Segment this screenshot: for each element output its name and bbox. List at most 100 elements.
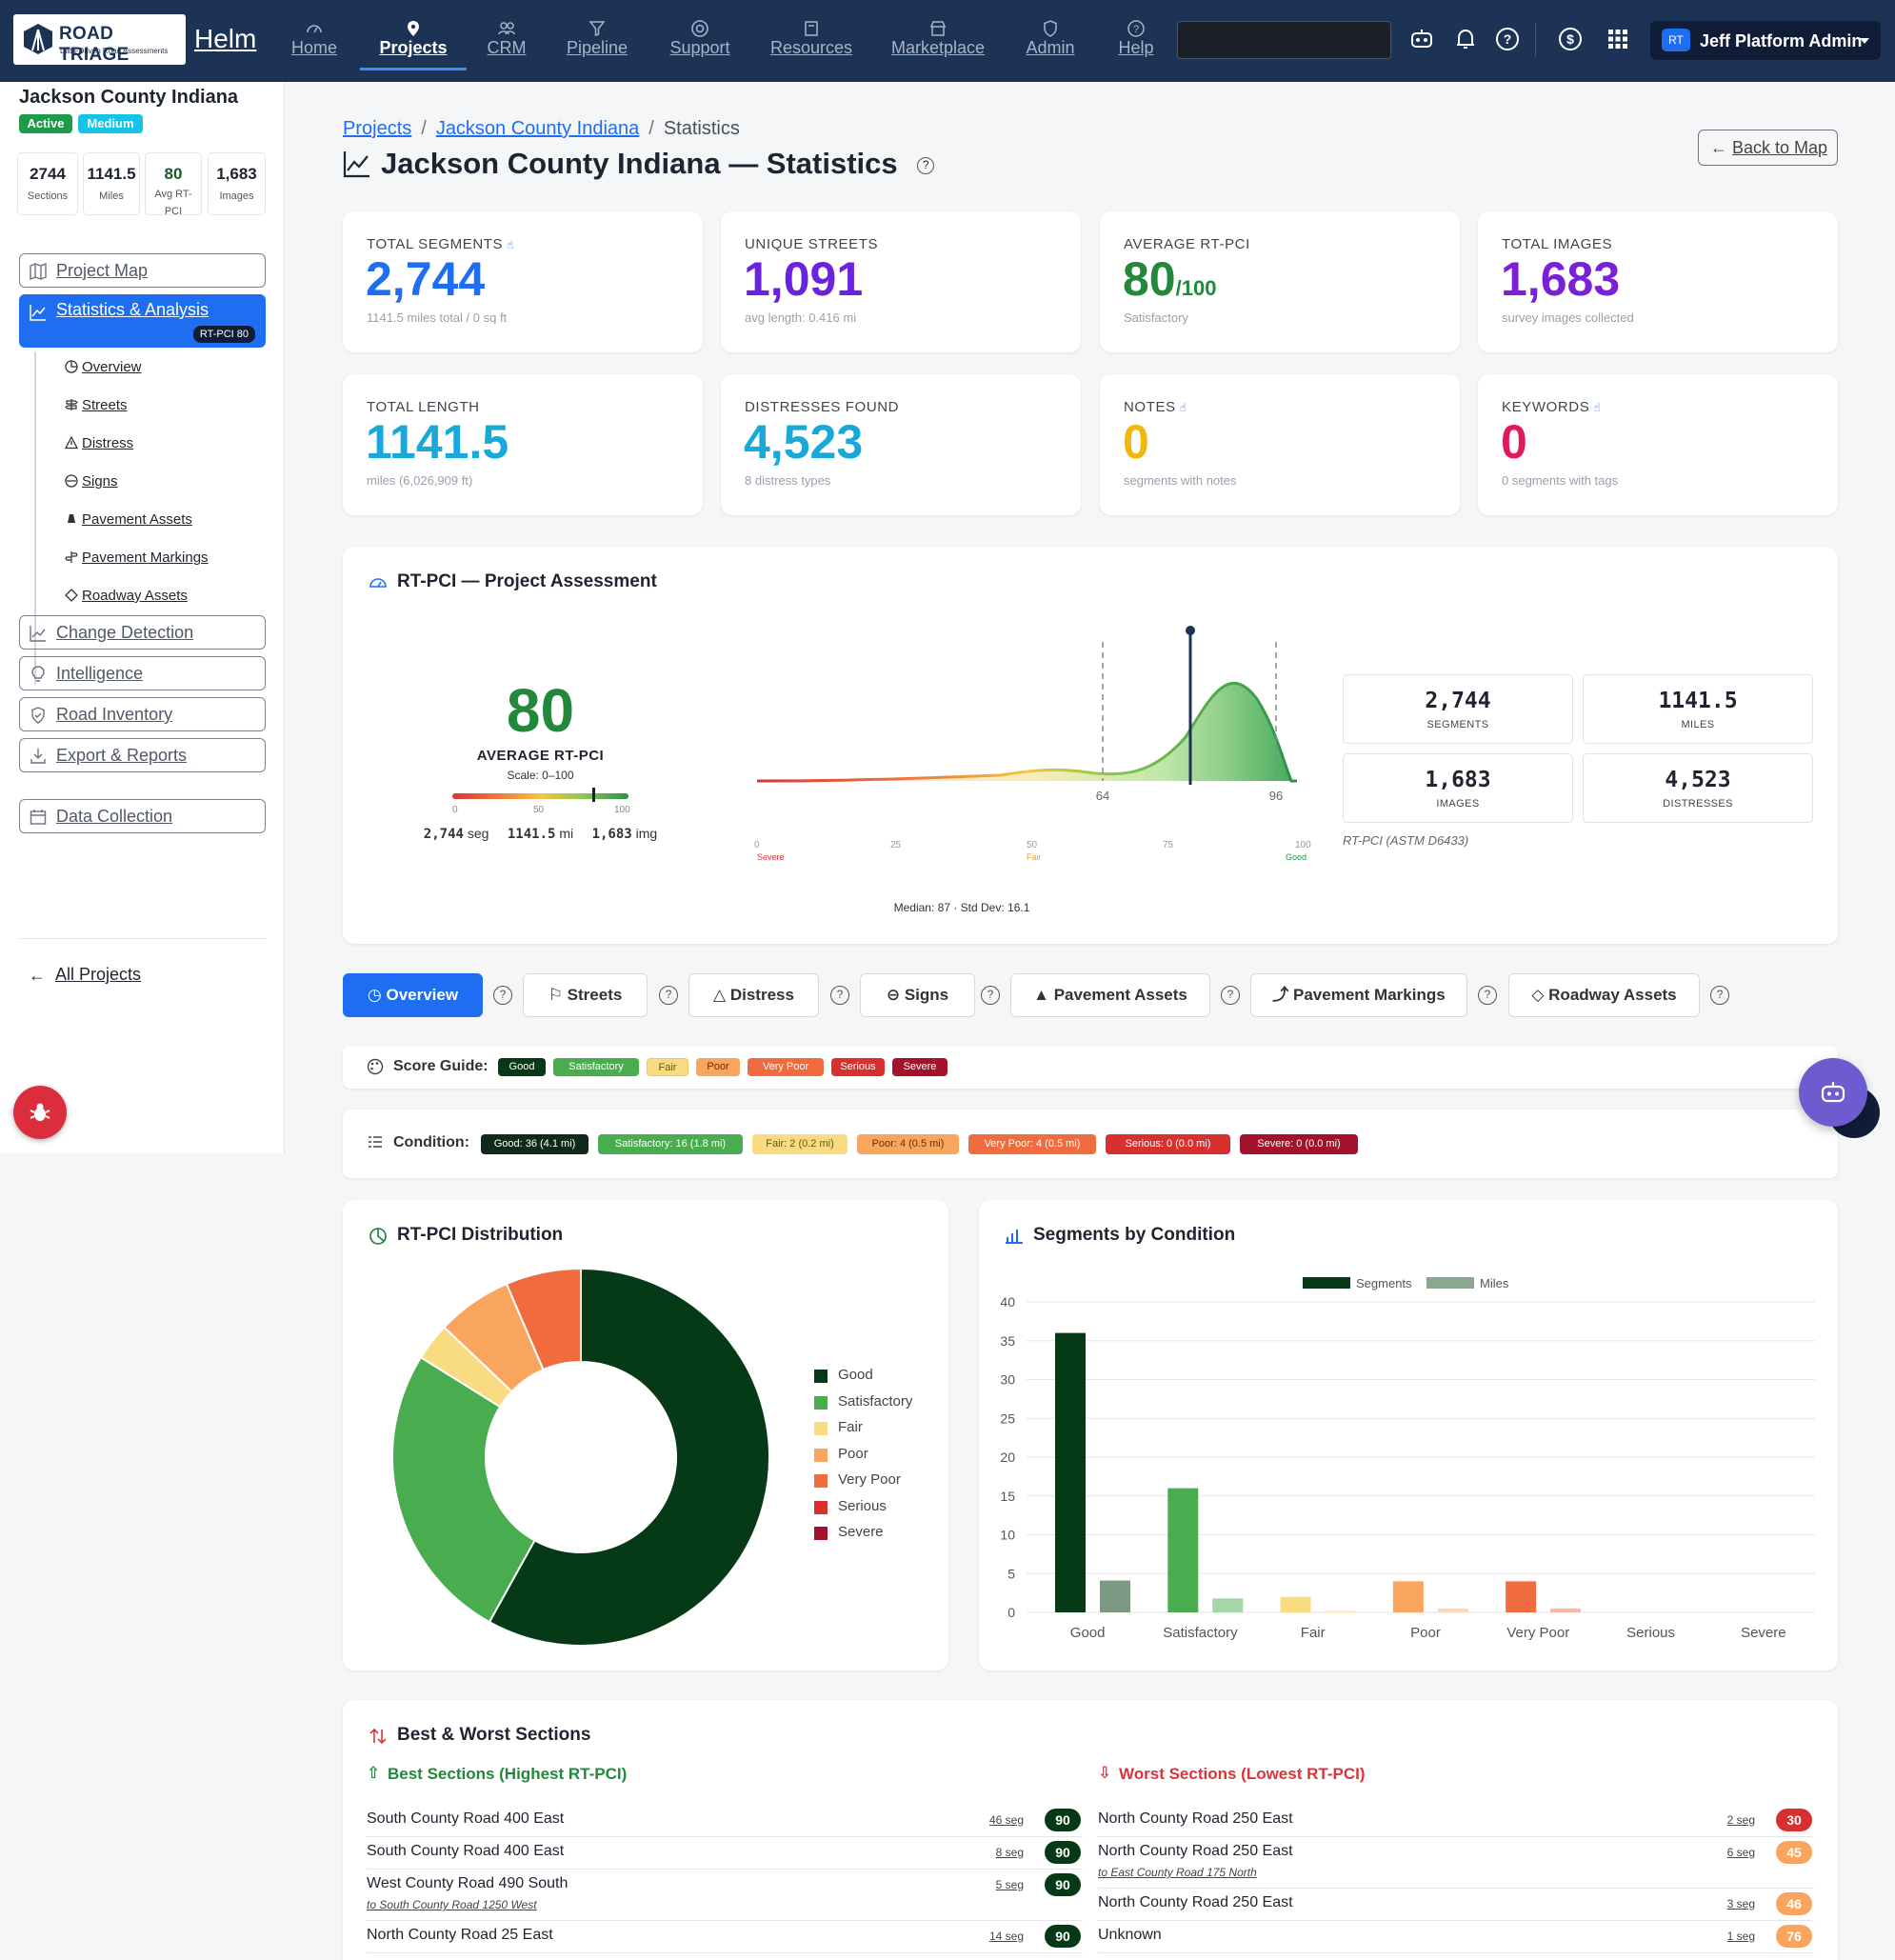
nav-marketplace[interactable]: Marketplace (888, 15, 988, 70)
subnav-signs[interactable]: Signs (65, 473, 118, 490)
tab-pavement-markings[interactable]: ⤴ Pavement Markings (1250, 973, 1467, 1017)
breadcrumb-projects[interactable]: Projects (343, 118, 412, 139)
nav-support[interactable]: Support (667, 15, 733, 70)
tab-streets[interactable]: ⚐ Streets (523, 973, 648, 1017)
apps-grid-icon[interactable] (1604, 25, 1632, 53)
segment-count-link[interactable]: 5 seg (995, 1878, 1024, 1891)
score-guide-pill: Severe (892, 1058, 948, 1076)
road-inventory-button[interactable]: Road Inventory (19, 697, 266, 731)
section-sub-link[interactable]: to South County Road 1250 West (367, 1898, 537, 1911)
section-sub-link[interactable]: to East County Road 175 North (1098, 1866, 1257, 1879)
tab-help-icon[interactable]: ? (659, 986, 678, 1005)
app-name-link[interactable]: Helm (194, 24, 257, 53)
tab-help-icon[interactable]: ? (1221, 986, 1240, 1005)
tab-help-icon[interactable]: ? (1710, 986, 1729, 1005)
section-row[interactable]: North County Road 250 East 3 seg 46 (1098, 1889, 1814, 1921)
legend-label[interactable]: Miles (1480, 1276, 1509, 1290)
bar-segments-poor[interactable] (1392, 1581, 1424, 1612)
scale-label: Scale: 0–100 (507, 769, 574, 782)
tab-help-icon[interactable]: ? (493, 986, 512, 1005)
tab-help-icon[interactable]: ? (981, 986, 1000, 1005)
section-row[interactable]: North County Road 250 East 2 seg 30 (1098, 1805, 1814, 1837)
all-projects-link[interactable]: ← All Projects (29, 965, 142, 985)
legend-item[interactable]: Satisfactory (814, 1393, 928, 1420)
tab-distress[interactable]: △ Distress (688, 973, 819, 1017)
legend-item[interactable]: Good (814, 1367, 928, 1393)
bell-icon[interactable] (1451, 25, 1480, 53)
score-guide-label: Score Guide: (367, 1058, 489, 1075)
section-row[interactable]: North County Road 25 East 14 seg 90 (367, 1921, 1083, 1953)
nav-resources[interactable]: Resources (769, 15, 853, 70)
tab-signs[interactable]: ⊖ Signs (860, 973, 975, 1017)
subnav-pavement-markings[interactable]: Pavement Markings (65, 550, 209, 566)
subnav-overview[interactable]: Overview (65, 359, 142, 375)
legend-item[interactable]: Severe (814, 1524, 928, 1550)
legend-label[interactable]: Segments (1356, 1276, 1412, 1290)
legend-item[interactable]: Serious (814, 1498, 928, 1525)
tab-roadway-assets[interactable]: ◇ Roadway Assets (1508, 973, 1700, 1017)
segment-count-link[interactable]: 6 seg (1726, 1846, 1755, 1859)
section-row[interactable]: Unknown 1 seg 76 (1098, 1921, 1814, 1953)
section-row[interactable]: South County Road 400 East 8 seg 90 (367, 1837, 1083, 1870)
kpi-card-keywords[interactable]: KEYWORDS ☝ 0 0 segments with tags (1478, 374, 1838, 515)
change-detection-button[interactable]: Change Detection (19, 615, 266, 650)
kpi-card-total-segments[interactable]: TOTAL SEGMENTS ☝ 2,744 1141.5 miles total /… (343, 211, 703, 352)
tab-pavement-assets[interactable]: ▲ Pavement Assets (1010, 973, 1210, 1017)
nav-crm[interactable]: CRM (482, 15, 531, 70)
bug-report-button[interactable] (13, 1086, 67, 1139)
help-circle-icon[interactable]: ? (1493, 25, 1522, 53)
bar-miles-satisfactory[interactable] (1212, 1598, 1244, 1612)
bar-segments-very-poor[interactable] (1506, 1581, 1537, 1612)
legend-item[interactable]: Very Poor (814, 1471, 928, 1498)
breadcrumb-county[interactable]: Jackson County Indiana (435, 118, 640, 139)
project-map-button[interactable]: Project Map (19, 253, 266, 288)
segment-count-link[interactable]: 14 seg (988, 1930, 1024, 1943)
segment-count-link[interactable]: 46 seg (988, 1813, 1024, 1827)
nav-home[interactable]: Home (284, 15, 345, 70)
bar-miles-good[interactable] (1100, 1580, 1130, 1612)
segment-count-link[interactable]: 3 seg (1726, 1897, 1755, 1910)
subnav-pavement-assets[interactable]: Pavement Assets (65, 511, 192, 528)
kpi-label: TOTAL LENGTH (367, 399, 480, 415)
bar-miles-poor[interactable] (1437, 1608, 1468, 1612)
segment-count-link[interactable]: 2 seg (1726, 1813, 1755, 1827)
tab-help-icon[interactable]: ? (1478, 986, 1497, 1005)
bar-segments-satisfactory[interactable] (1167, 1488, 1199, 1612)
donut-slice-good[interactable] (488, 1267, 770, 1647)
data-collection-button[interactable]: Data Collection (19, 799, 266, 833)
nav-projects[interactable]: Projects (360, 15, 467, 70)
road-triage-logo[interactable]: ROAD TRIAGE Data-Driven Road Assessments (13, 14, 186, 65)
segment-count-link[interactable]: 1 seg (1726, 1930, 1755, 1943)
help-icon[interactable]: ? (917, 156, 935, 174)
bar-segments-fair[interactable] (1280, 1596, 1311, 1612)
tab-overview[interactable]: ◷ Overview (343, 973, 483, 1017)
bar-miles-very-poor[interactable] (1550, 1608, 1582, 1612)
subnav-streets[interactable]: Streets (65, 397, 128, 413)
back-to-map-button[interactable]: ← Back to Map (1698, 130, 1838, 166)
legend-item[interactable]: Fair (814, 1419, 928, 1446)
section-row[interactable]: North County Road 250 East to East County… (1098, 1837, 1814, 1889)
subnav-roadway-assets[interactable]: Roadway Assets (65, 588, 188, 604)
billing-icon[interactable]: $ (1556, 25, 1585, 53)
segment-count-link[interactable]: 8 seg (995, 1846, 1024, 1859)
export-reports-button[interactable]: Export & Reports (19, 738, 266, 772)
ai-assistant-button[interactable] (1799, 1058, 1867, 1127)
section-row[interactable]: West County Road 490 South to South Count… (367, 1870, 1083, 1921)
bar-segments-good[interactable] (1055, 1332, 1086, 1612)
intelligence-button[interactable]: Intelligence (19, 656, 266, 690)
section-row[interactable]: South County Road 400 East 46 seg 90 (367, 1805, 1083, 1837)
donut-slice-very-poor[interactable] (505, 1267, 582, 1371)
statistics-analysis-button[interactable]: Statistics & Analysis RT-PCI 80 (19, 294, 266, 348)
global-search-input[interactable] (1177, 21, 1391, 59)
nav-pipeline[interactable]: Pipeline (562, 15, 632, 70)
kpi-card-notes[interactable]: NOTES ☝ 0 segments with notes (1100, 374, 1460, 515)
nav-help[interactable]: ? Help (1114, 15, 1158, 70)
donut-slice-satisfactory[interactable] (391, 1355, 536, 1624)
legend-item[interactable]: Poor (814, 1446, 928, 1472)
bar-miles-fair[interactable] (1325, 1610, 1356, 1612)
nav-admin[interactable]: Admin (1023, 15, 1078, 70)
user-menu-button[interactable]: RT Jeff Platform Admin (1650, 21, 1881, 60)
robot-icon[interactable] (1407, 25, 1436, 53)
tab-help-icon[interactable]: ? (830, 986, 849, 1005)
subnav-distress[interactable]: Distress (65, 435, 133, 451)
